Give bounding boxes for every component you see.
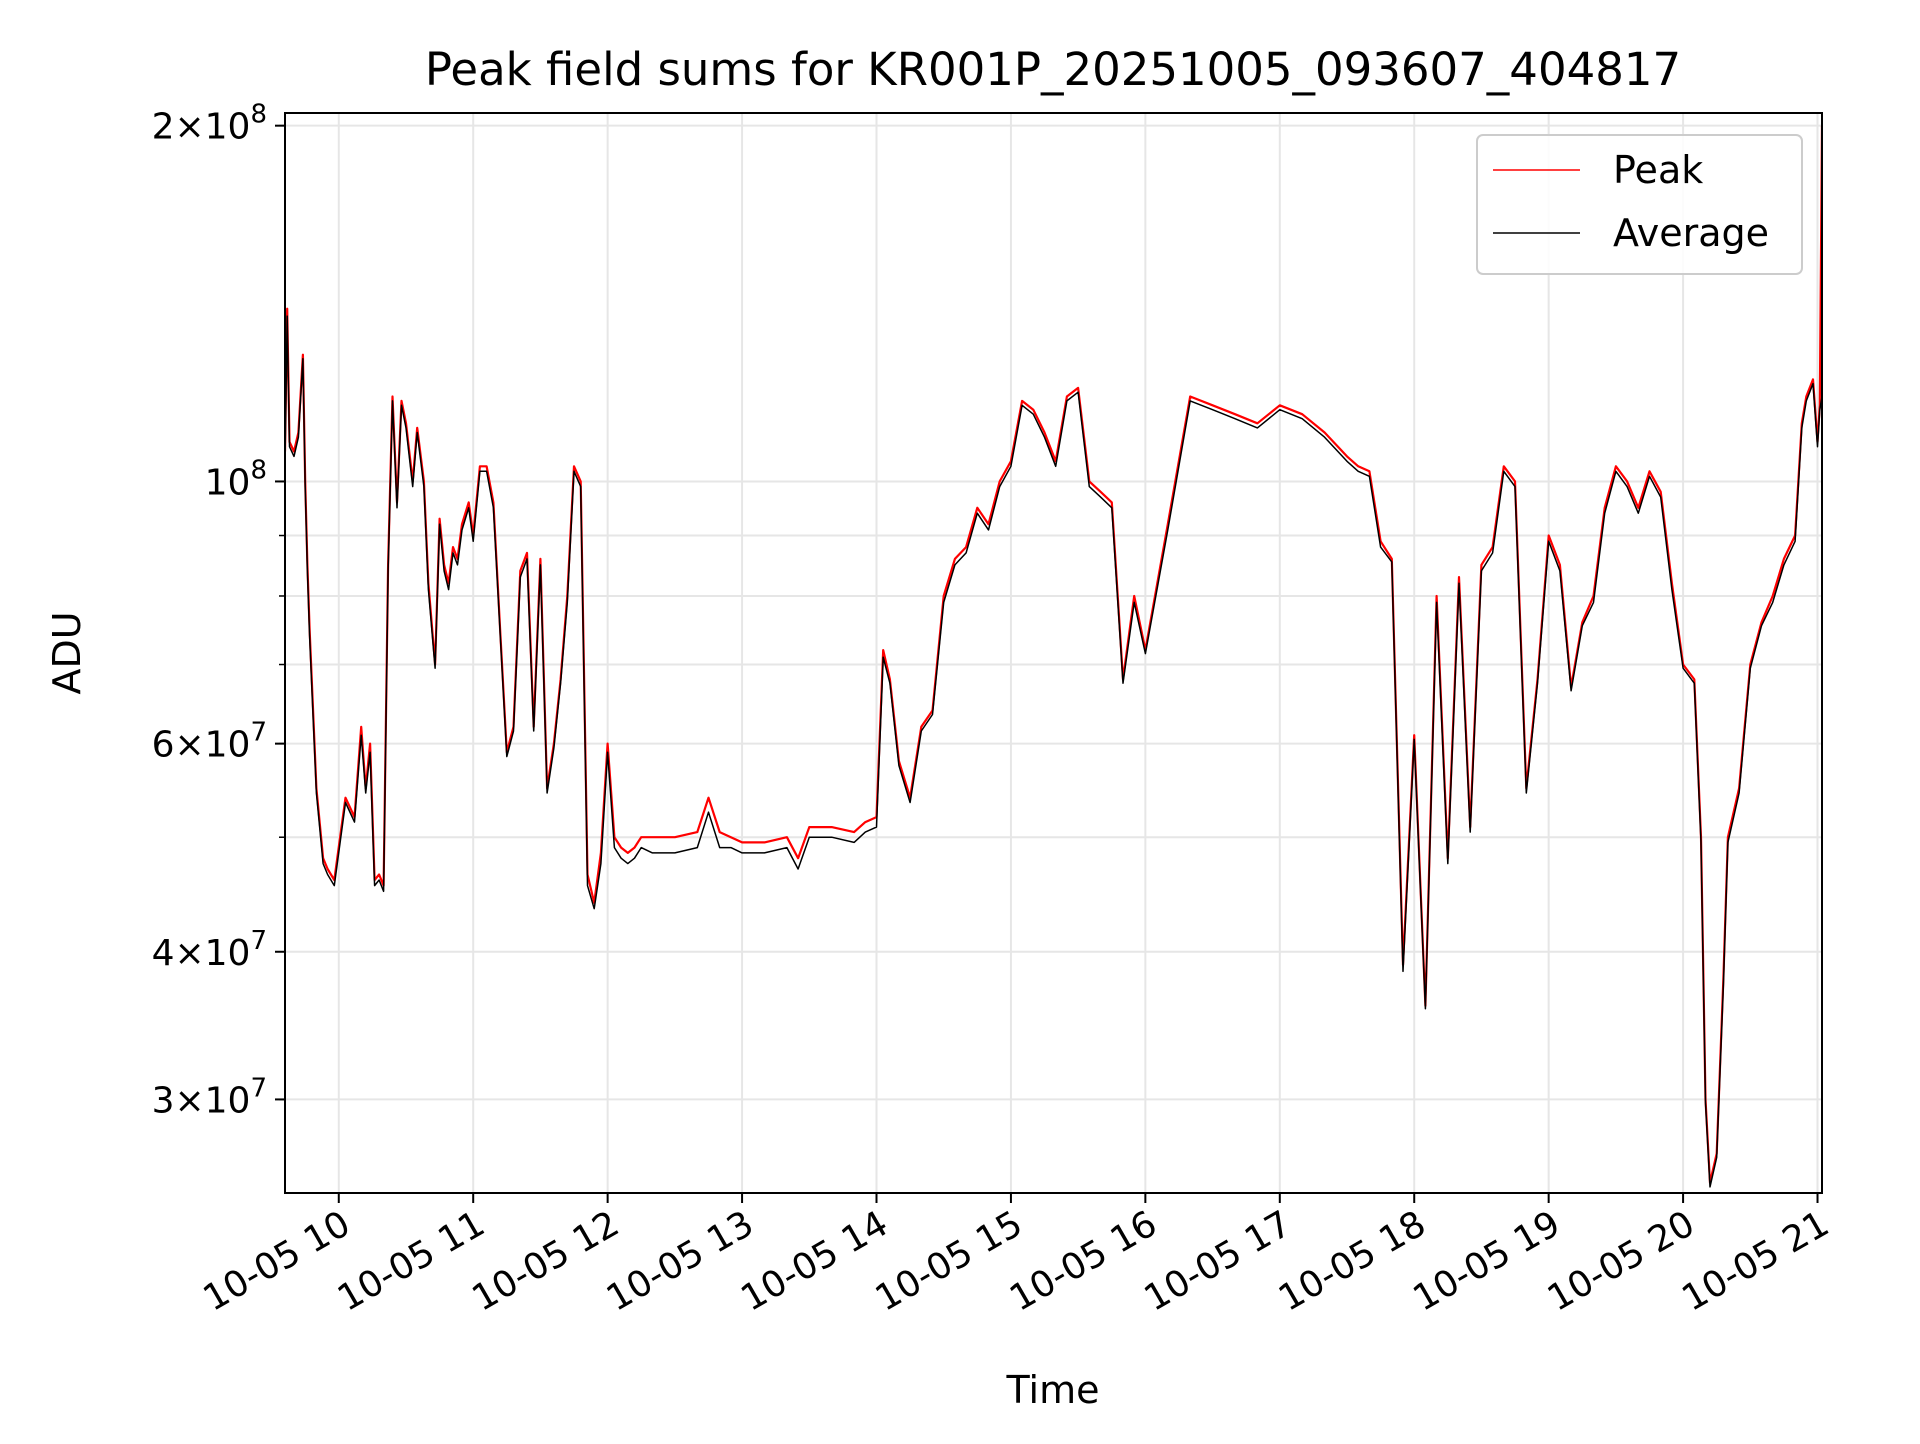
legend: Peak Average — [1476, 134, 1803, 275]
y-axis: 3×107 4×107 6×107 108 2×108 — [152, 100, 285, 1121]
grid — [285, 113, 1822, 1193]
legend-label-peak: Peak — [1613, 148, 1703, 192]
y-tick-label: 4×107 — [152, 926, 267, 974]
y-axis-label: ADU — [45, 611, 89, 694]
plot-series — [285, 125, 1822, 1188]
y-tick-label: 2×108 — [152, 100, 267, 148]
y-tick-label: 3×107 — [152, 1073, 267, 1121]
y-tick-label: 6×107 — [152, 718, 267, 766]
y-tick-label: 108 — [205, 455, 267, 503]
chart-title: Peak field sums for KR001P_20251005_0936… — [425, 43, 1681, 96]
series-line-average — [285, 315, 1822, 1188]
x-axis-label: Time — [1006, 1368, 1100, 1412]
plot-frame — [284, 112, 1823, 1194]
legend-label-average: Average — [1613, 211, 1769, 255]
